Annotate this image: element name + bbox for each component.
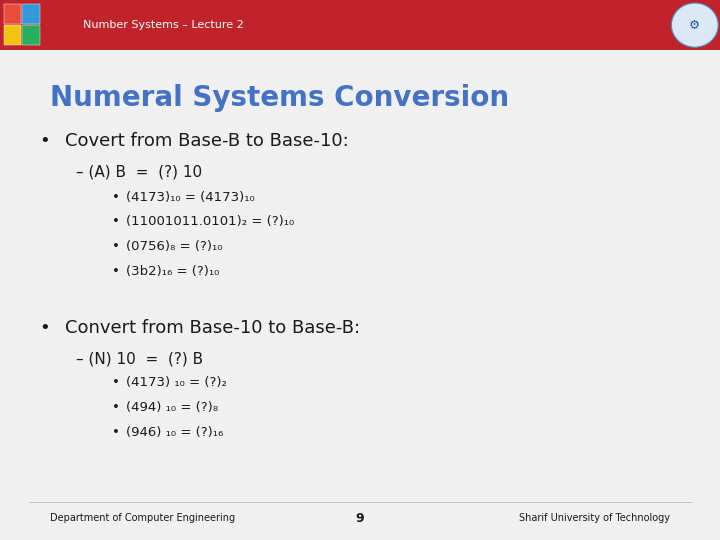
Text: Convert from Base-10 to Base-B:: Convert from Base-10 to Base-B: [65,319,360,336]
Text: (3b2)₁₆ = (?)₁₀: (3b2)₁₆ = (?)₁₀ [126,265,220,278]
Text: (494) ₁₀ = (?)₈: (494) ₁₀ = (?)₈ [126,401,218,414]
Text: (11001011.0101)₂ = (?)₁₀: (11001011.0101)₂ = (?)₁₀ [126,215,294,228]
Text: Sharif University of Technology: Sharif University of Technology [518,514,670,523]
FancyBboxPatch shape [4,4,21,24]
Text: •: • [112,376,120,389]
FancyBboxPatch shape [22,25,40,45]
Text: •: • [40,132,50,150]
Text: 9: 9 [356,512,364,525]
Text: (4173) ₁₀ = (?)₂: (4173) ₁₀ = (?)₂ [126,376,227,389]
Text: (0756)₈ = (?)₁₀: (0756)₈ = (?)₁₀ [126,240,222,253]
Text: – (A) B  =  (?) 10: – (A) B = (?) 10 [76,165,202,180]
Text: •: • [112,265,120,278]
Text: Department of Computer Engineering: Department of Computer Engineering [50,514,235,523]
Text: Number Systems – Lecture 2: Number Systems – Lecture 2 [83,20,243,30]
Text: •: • [40,319,50,336]
Text: – (N) 10  =  (?) B: – (N) 10 = (?) B [76,351,203,366]
Text: •: • [112,191,120,204]
Text: •: • [112,426,120,439]
Text: Covert from Base-B to Base-10:: Covert from Base-B to Base-10: [65,132,348,150]
FancyBboxPatch shape [4,25,21,45]
Text: •: • [112,215,120,228]
Ellipse shape [671,3,718,47]
Text: Numeral Systems Conversion: Numeral Systems Conversion [50,84,510,112]
Text: ⚙: ⚙ [689,18,701,32]
FancyBboxPatch shape [0,0,720,50]
Text: (946) ₁₀ = (?)₁₆: (946) ₁₀ = (?)₁₆ [126,426,223,439]
Text: (4173)₁₀ = (4173)₁₀: (4173)₁₀ = (4173)₁₀ [126,191,255,204]
Text: •: • [112,240,120,253]
Text: •: • [112,401,120,414]
FancyBboxPatch shape [22,4,40,24]
